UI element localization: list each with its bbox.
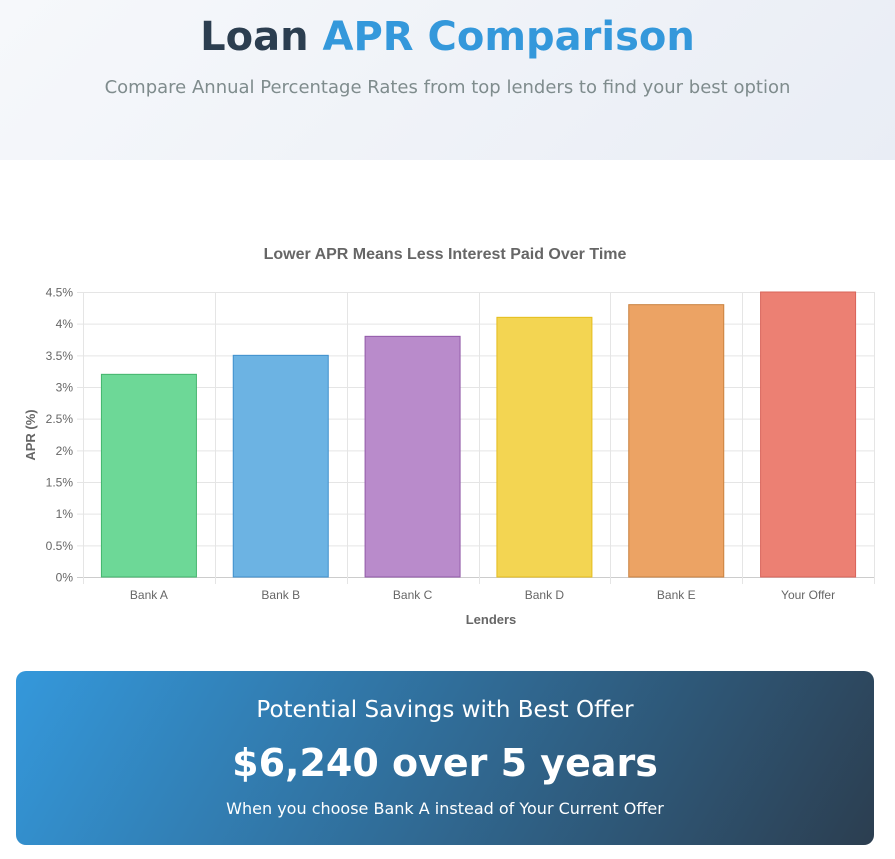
page-title: Loan APR Comparison	[0, 14, 895, 60]
title-accent: APR Comparison	[322, 14, 695, 60]
bar-bank-c	[364, 335, 461, 578]
bar-bank-a	[100, 373, 197, 578]
y-tick-label: 2.5%	[46, 412, 74, 426]
page-header: Loan APR Comparison Compare Annual Perce…	[0, 0, 895, 160]
x-tick-label: Bank E	[657, 588, 696, 602]
savings-panel: Potential Savings with Best Offer $6,240…	[16, 671, 874, 845]
x-tick-label: Bank C	[393, 588, 433, 602]
y-tick-label: 4.5%	[46, 286, 74, 300]
apr-bar-chart: Lower APR Means Less Interest Paid Over …	[23, 246, 875, 627]
y-tick-label: 4%	[56, 317, 74, 331]
y-tick-label: 3.5%	[46, 349, 74, 363]
savings-title: Potential Savings with Best Offer	[256, 697, 634, 723]
chart-title: Lower APR Means Less Interest Paid Over …	[264, 246, 627, 263]
y-tick-label: 0.5%	[46, 539, 74, 553]
title-main: Loan	[200, 14, 309, 60]
y-tick-label: 1.5%	[46, 476, 74, 490]
bar-bank-e	[628, 304, 725, 578]
x-tick-label: Your Offer	[781, 588, 835, 602]
x-tick-label: Bank D	[525, 588, 565, 602]
y-tick-label: 0%	[56, 571, 74, 585]
y-tick-label: 1%	[56, 507, 74, 521]
page-subtitle: Compare Annual Percentage Rates from top…	[104, 77, 791, 98]
bar-your-offer	[760, 291, 857, 578]
x-axis-label: Lenders	[466, 612, 517, 627]
bar-bank-b	[232, 354, 329, 578]
savings-note: When you choose Bank A instead of Your C…	[226, 799, 664, 818]
y-axis-label: APR (%)	[23, 409, 38, 460]
x-tick-label: Bank B	[261, 588, 300, 602]
y-tick-label: 3%	[56, 381, 74, 395]
y-tick-label: 2%	[56, 444, 74, 458]
x-tick-label: Bank A	[130, 588, 168, 602]
bar-bank-d	[496, 316, 593, 578]
savings-amount: $6,240 over 5 years	[232, 741, 658, 785]
